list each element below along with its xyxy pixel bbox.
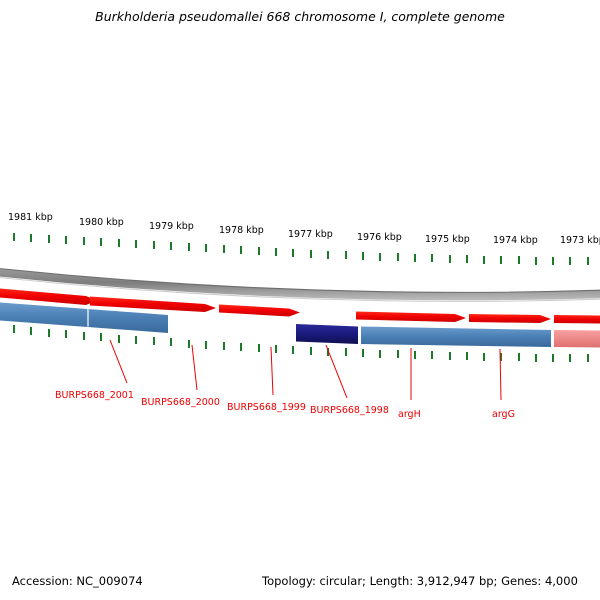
ruler-label-1975: 1975 kbp: [425, 234, 470, 245]
ruler-label-1974: 1974 kbp: [493, 235, 538, 246]
tick-marks-upper: [13, 233, 589, 265]
ruler-label-1973: 1973 kbp: [560, 235, 600, 246]
feature-label-burps668-1999[interactable]: BURPS668_1999: [227, 402, 306, 413]
accession-text: Accession: NC_009074: [12, 574, 143, 588]
genome-stats-text: Topology: circular; Length: 3,912,947 bp…: [262, 574, 578, 588]
feature-label-burps668-1998[interactable]: BURPS668_1998: [310, 405, 389, 416]
feature-label-burps668-2001[interactable]: BURPS668_2001: [55, 390, 134, 401]
feature-label-argh[interactable]: argH: [398, 409, 421, 420]
genome-backbone: [0, 268, 600, 302]
label-leader-lines: [109, 339, 502, 401]
page-title: Burkholderia pseudomallei 668 chromosome…: [95, 9, 505, 24]
forward-strand-cds-track: [0, 288, 600, 324]
ruler-label-1981: 1981 kbp: [8, 212, 53, 223]
feature-label-burps668-2000[interactable]: BURPS668_2000: [141, 397, 220, 408]
tick-marks-lower: [13, 325, 589, 362]
reverse-strand-cds-track: [0, 302, 600, 348]
ruler-label-1978: 1978 kbp: [219, 225, 264, 236]
feature-label-argg[interactable]: argG: [492, 409, 515, 420]
ruler-label-1976: 1976 kbp: [357, 232, 402, 243]
ruler-label-1979: 1979 kbp: [149, 221, 194, 232]
ruler-label-1980: 1980 kbp: [79, 217, 124, 228]
ruler-label-1977: 1977 kbp: [288, 229, 333, 240]
